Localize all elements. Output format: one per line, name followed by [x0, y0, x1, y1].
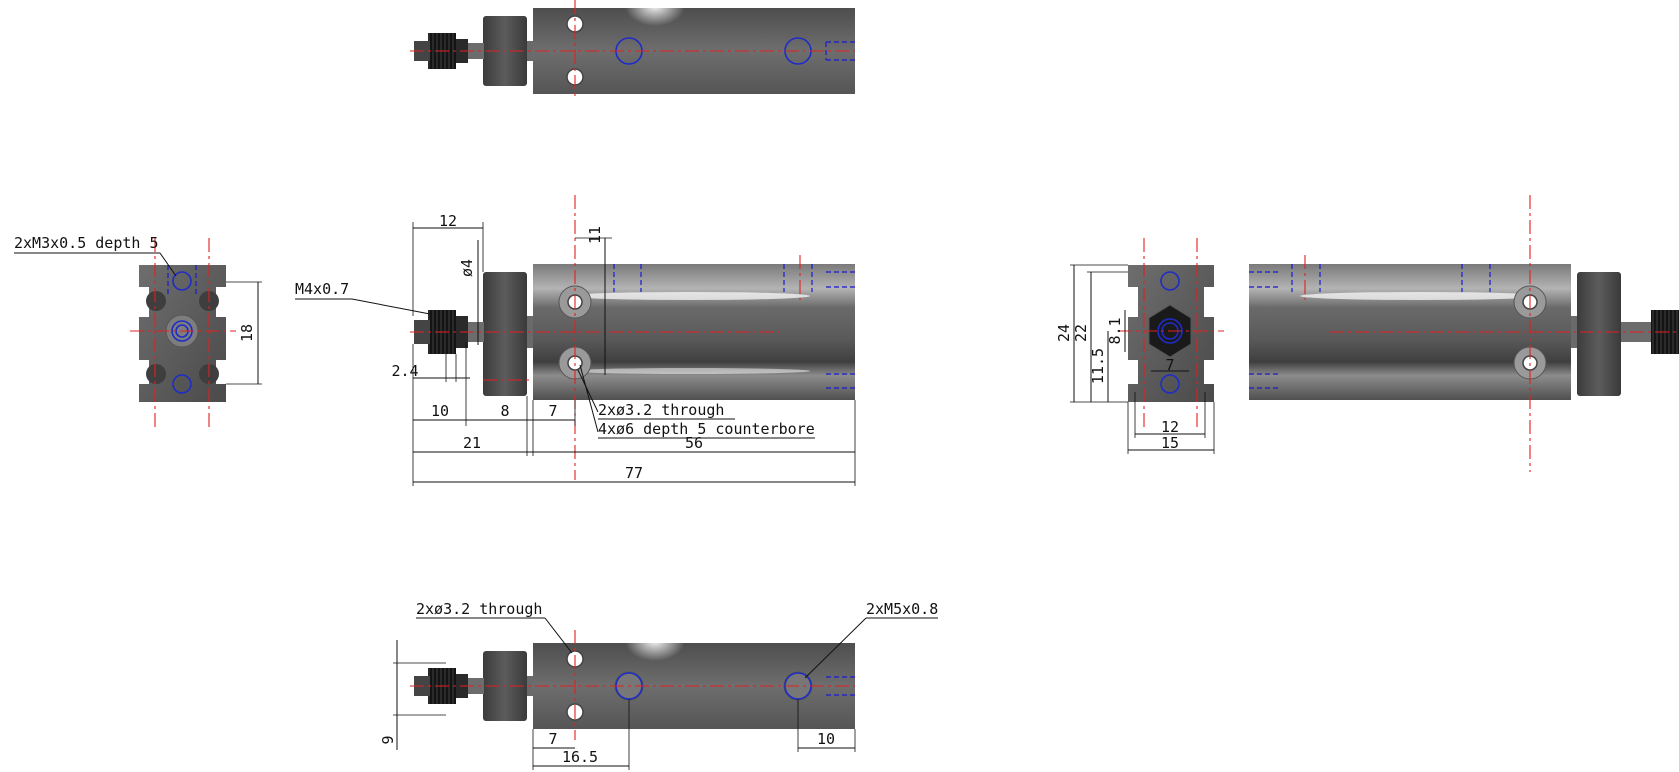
rod-top: [466, 43, 484, 59]
dim-dia4: ø4: [458, 259, 476, 277]
right-end-view: 24 22 11.5 8.1 7 12 15: [1055, 238, 1224, 454]
slot-round: [146, 291, 166, 311]
back-view: [1249, 195, 1679, 472]
glare: [1300, 292, 1540, 300]
end-slot: [139, 287, 149, 317]
end-slot: [216, 360, 226, 384]
dim-15: 15: [1161, 434, 1179, 452]
end-slot: [139, 360, 149, 384]
dim-8-1: 8.1: [1106, 317, 1124, 344]
dim-2-4: 2.4: [391, 362, 418, 380]
dim-12: 12: [439, 212, 457, 230]
end-cap-front: [483, 272, 527, 396]
dim-21: 21: [463, 434, 481, 452]
port-hole: [1160, 374, 1180, 394]
end-cap-back: [1577, 272, 1621, 396]
glare: [625, 0, 685, 34]
dim-7-bottom: 7: [548, 730, 557, 748]
dim-18: 18: [238, 324, 256, 342]
dim-8: 8: [500, 402, 509, 420]
dim-10: 10: [431, 402, 449, 420]
dim-12-right: 12: [1161, 418, 1179, 436]
dim-16-5: 16.5: [562, 748, 598, 766]
port-hole: [1160, 271, 1180, 291]
dim-11: 11: [586, 226, 604, 244]
dim-7-right: 7: [1165, 356, 1174, 374]
callout-thread-left: 2xM3x0.5 depth 5: [14, 234, 159, 252]
thread-hole: [172, 374, 192, 394]
glare: [570, 292, 810, 300]
callout-bottom-hole: 2xø3.2 through: [416, 600, 542, 618]
glare: [625, 629, 685, 669]
dim-9: 9: [379, 735, 397, 744]
left-end-view: 18 2xM3x0.5 depth 5: [14, 234, 262, 428]
top-view: [410, 0, 855, 100]
leader-line: [544, 617, 573, 654]
leader-line: [577, 369, 599, 413]
bottom-view: 2xø3.2 through 2xM5x0.8 9 7 16.5 10: [379, 600, 938, 770]
rod-front: [466, 322, 484, 342]
leader-line: [159, 252, 177, 277]
end-slot: [1204, 287, 1214, 317]
thread-hole: [172, 271, 192, 291]
end-slot: [1128, 360, 1138, 384]
callout-bottom-thread: 2xM5x0.8: [866, 600, 938, 618]
dim-77: 77: [625, 464, 643, 482]
dim-22: 22: [1072, 324, 1090, 342]
callout-counterbore: 4xø6 depth 5 counterbore: [598, 420, 815, 438]
dim-11-5: 11.5: [1089, 348, 1107, 384]
glare: [570, 368, 810, 374]
leader-line: [351, 298, 431, 315]
dim-10-bottom: 10: [817, 730, 835, 748]
leader-line: [804, 617, 867, 679]
dim-7: 7: [548, 402, 557, 420]
callout-rod-thread: M4x0.7: [295, 280, 349, 298]
slot-round: [146, 364, 166, 384]
dim-56: 56: [685, 434, 703, 452]
rod-bottom: [466, 678, 484, 694]
end-slot: [216, 287, 226, 317]
end-slot: [1204, 360, 1214, 384]
front-view: 12 11 ø4 M4x0.7 2.4 10 8 7 2xø3.2 throug…: [295, 195, 856, 486]
callout-front-hole: 2xø3.2 through: [598, 401, 724, 419]
leader-line: [579, 364, 599, 433]
end-slot: [1128, 287, 1138, 317]
dim-24: 24: [1055, 324, 1073, 342]
